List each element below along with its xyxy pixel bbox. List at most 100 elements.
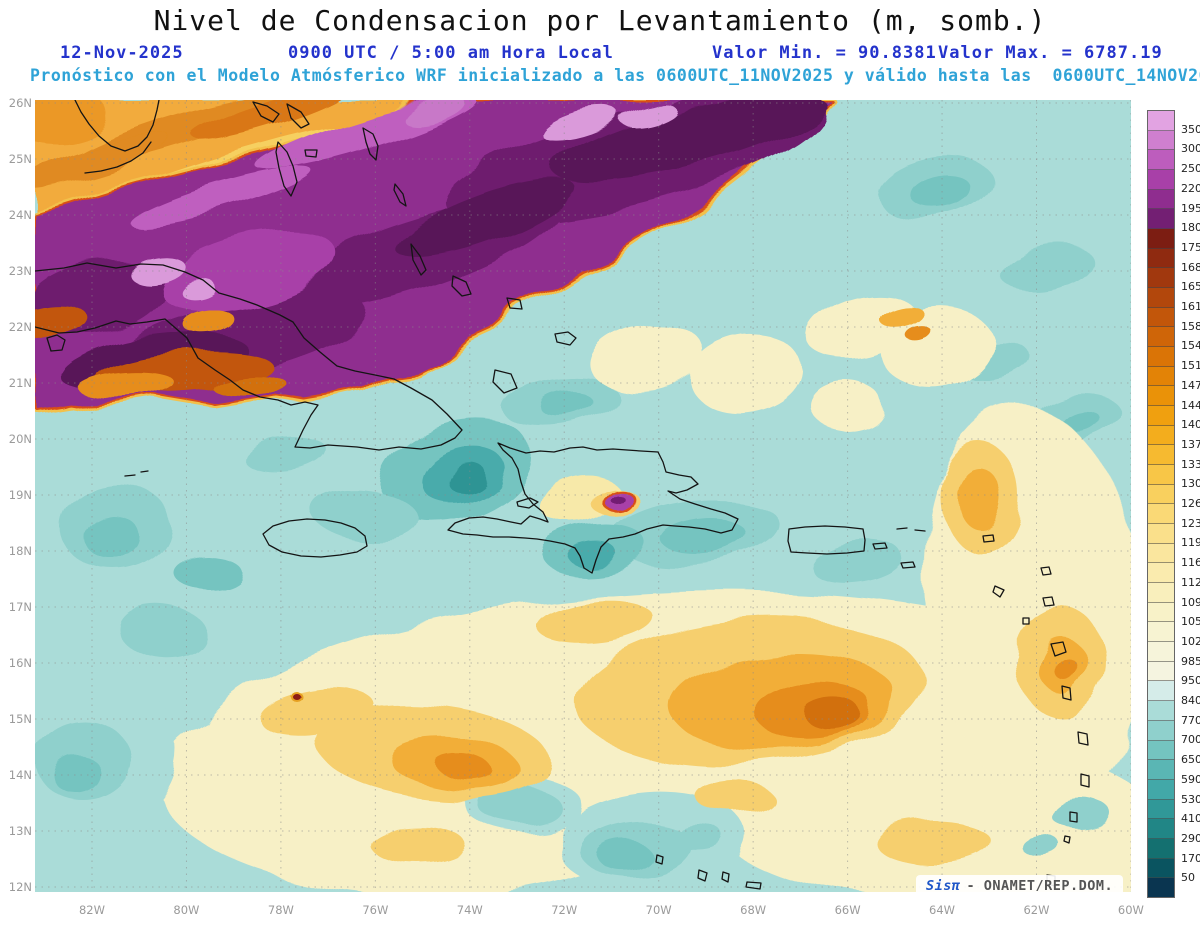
colorbar-tick-label: 1160 [1181, 556, 1200, 570]
field-region [35, 135, 172, 189]
coastline [506, 297, 523, 310]
colorbar-segment [1148, 779, 1174, 800]
field-region [567, 541, 615, 565]
coastline [697, 869, 708, 882]
coastline [1077, 731, 1089, 746]
colorbar-segment [1148, 465, 1174, 485]
coastline [900, 561, 916, 569]
field-region [193, 100, 347, 140]
field-region [179, 278, 215, 298]
lon-tick-label: 78W [267, 903, 294, 917]
field-region [181, 307, 233, 333]
colorbar-segment [1148, 740, 1174, 761]
coastline [992, 585, 1005, 598]
colorbar-tick-label: 290 [1181, 831, 1200, 845]
colorbar-segment [1148, 878, 1174, 897]
colorbar-tick-label: 1950 [1181, 201, 1200, 215]
field-region [959, 470, 1003, 530]
coastline [362, 127, 379, 161]
colorbar-tick-label: 530 [1181, 792, 1200, 806]
field-region [597, 839, 649, 869]
coastline [982, 534, 995, 543]
lat-tick-label: 20N [8, 432, 32, 446]
colorbar-tick-label: 1615 [1181, 300, 1200, 313]
colorbar-tick-label: 170 [1181, 851, 1200, 865]
field-region [671, 823, 723, 849]
colorbar-tick-label: 700 [1181, 733, 1200, 747]
coastline [451, 275, 472, 297]
lon-tick-label: 80W [173, 903, 200, 917]
lon-tick-label: 60W [1117, 903, 1144, 917]
lat-tick-label: 26N [8, 96, 32, 110]
lon-tick-label: 64W [929, 903, 956, 917]
lat-tick-label: 25N [8, 152, 32, 166]
colorbar-segment [1148, 347, 1174, 367]
lon-tick-label: 70W [645, 903, 672, 917]
colorbar-segment [1148, 189, 1174, 210]
field-region [911, 175, 971, 209]
field-region [691, 336, 803, 414]
coastline [35, 262, 463, 451]
field-region [447, 464, 487, 492]
colorbar-tick-label: 1440 [1181, 398, 1200, 412]
colorbar-tick-label: 2500 [1181, 162, 1200, 176]
colorbar-tick-label: 1300 [1181, 477, 1200, 491]
colorbar-segment [1148, 661, 1174, 682]
lat-tick-label: 12N [8, 880, 32, 894]
field-region [35, 100, 109, 144]
field-region [635, 633, 715, 663]
field-region [83, 514, 139, 558]
field-region [439, 757, 495, 783]
lon-tick-label: 68W [740, 903, 767, 917]
colorbar-tick-label: 3500 [1181, 122, 1200, 136]
colorbar-segment [1148, 268, 1174, 289]
coastline [1061, 685, 1072, 701]
contour-field-svg [35, 100, 1131, 892]
colorbar-segment [1148, 130, 1174, 151]
field-region [1001, 244, 1093, 292]
field-region [904, 324, 930, 340]
value-max-label: Valor Max. = 6787.19 [938, 43, 1163, 63]
field-region [661, 518, 745, 554]
colorbar-segment [1148, 504, 1174, 525]
field-region [697, 782, 773, 814]
field-region [609, 493, 623, 503]
colorbar-segment [1148, 543, 1174, 564]
colorbar-tick-label: 1055 [1181, 615, 1200, 629]
lat-tick-label: 14N [8, 768, 32, 782]
colorbar-tick-label: 1510 [1181, 359, 1200, 373]
lat-tick-label: 21N [8, 376, 32, 390]
colorbar-segment [1148, 622, 1174, 643]
field-region [811, 541, 903, 583]
colorbar-segment [1148, 327, 1174, 348]
colorbar-segment [1148, 209, 1174, 230]
coastline [1050, 641, 1067, 657]
forecast-date-label: 12-Nov-2025 [60, 43, 184, 63]
colorbar-segment [1148, 524, 1174, 544]
lat-tick-label: 19N [8, 488, 32, 502]
field-region [128, 166, 312, 226]
coastline [275, 141, 298, 197]
lon-tick-label: 62W [1023, 903, 1050, 917]
field-region [35, 305, 89, 339]
lat-tick-label: 16N [8, 656, 32, 670]
coastline [1022, 617, 1030, 625]
coastline [252, 101, 280, 123]
field-region [259, 688, 375, 736]
coastline [74, 100, 160, 152]
colorbar-segment [1148, 484, 1174, 505]
colorbar-segment [1148, 248, 1174, 269]
colorbar-tick-label: 1020 [1181, 634, 1200, 648]
colorbar-tick-label: 1125 [1181, 575, 1200, 589]
model-init-line: Pronóstico con el Modelo Atmósferico WRF… [30, 66, 1200, 85]
lon-tick-label: 66W [834, 903, 861, 917]
coastline [516, 497, 539, 509]
colorbar-tick-label: 770 [1181, 713, 1200, 727]
coastline [1063, 835, 1071, 844]
field-region [879, 305, 991, 387]
colorbar-segment [1148, 681, 1174, 702]
lat-tick-label: 18N [8, 544, 32, 558]
lat-tick-label: 15N [8, 712, 32, 726]
coastline [721, 871, 730, 883]
